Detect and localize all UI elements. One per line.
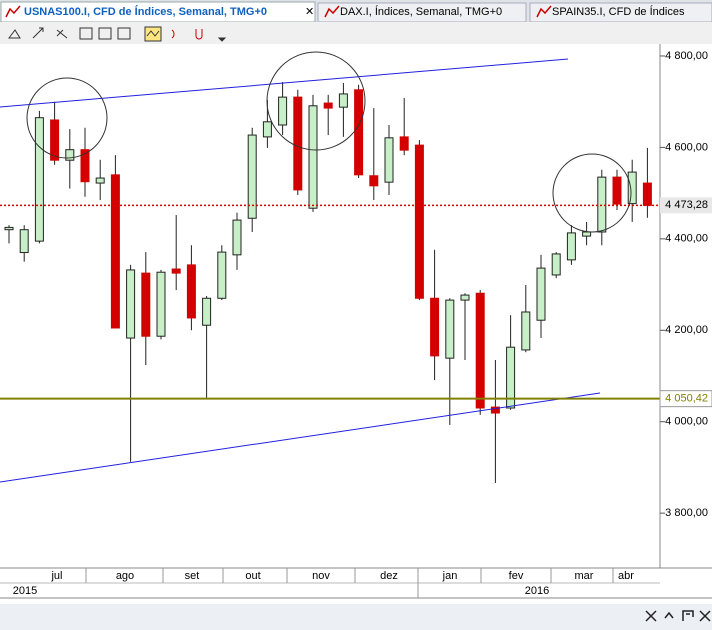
x-tick-label: mar (575, 570, 594, 582)
candle-body (323, 102, 333, 109)
x-tick-label: jul (50, 570, 62, 582)
candle-body (65, 149, 75, 161)
candle-body (126, 269, 136, 339)
candle-body (597, 176, 607, 233)
candle-body (156, 271, 166, 337)
highlight-circle (26, 77, 108, 159)
tab-icon (324, 5, 340, 18)
toolbar-icons[interactable] (8, 26, 227, 42)
candle-body (506, 346, 516, 409)
trend-line (0, 392, 601, 483)
candle-body (338, 93, 348, 108)
trend-line (0, 58, 569, 108)
highlight-circle (266, 51, 366, 151)
x-tick-label: out (245, 570, 260, 582)
year-label: 2015 (13, 585, 37, 597)
candle-body (262, 121, 272, 138)
status-bar (0, 604, 712, 630)
price-label: 4 473,28 (665, 199, 708, 211)
candle-body (80, 149, 90, 183)
tab-close[interactable]: ✕ (305, 6, 314, 18)
candle-body (414, 144, 424, 299)
x-tick-label: fev (509, 570, 524, 582)
candle-body (110, 174, 120, 329)
toolbar (0, 22, 712, 44)
candle-body (95, 177, 105, 184)
candle-body (308, 105, 318, 209)
year-label: 2016 (525, 585, 549, 597)
candle-body (34, 117, 44, 242)
tab-icon (5, 5, 21, 18)
candle-body (232, 219, 242, 256)
y-tick-label: 4 800,00 (665, 50, 708, 62)
y-tick-label: 3 800,00 (665, 507, 708, 519)
candle-body (399, 136, 409, 151)
candle-body (50, 119, 60, 161)
candle-body (19, 229, 29, 254)
candle-body (536, 267, 546, 321)
candle-body (566, 232, 576, 261)
price-label-box (660, 197, 712, 214)
y-tick-label: 4 200,00 (665, 324, 708, 336)
y-tick-label: 4 400,00 (665, 233, 708, 245)
x-tick-label: set (185, 570, 200, 582)
window-controls[interactable] (645, 610, 711, 622)
x-tick-label: jan (442, 570, 458, 582)
tab-label[interactable]: SPAIN35.I, CFD de Índices (552, 5, 685, 18)
x-tick-label: dez (380, 570, 398, 582)
candle-body (642, 182, 652, 206)
candle-body (171, 268, 181, 274)
candle-body (582, 231, 592, 237)
candle-body (521, 311, 531, 351)
candle-body (186, 264, 196, 319)
candle-body (202, 297, 212, 326)
candle-body (445, 299, 455, 359)
candle-body (293, 96, 303, 191)
candle-body (430, 297, 440, 357)
y-tick-label: 4 600,00 (665, 141, 708, 153)
candle-body (141, 272, 151, 337)
candle-body (4, 226, 14, 231)
candle-body (460, 294, 470, 301)
highlight-circle (552, 153, 632, 233)
x-tick-label: abr (618, 570, 634, 582)
candle-body (475, 292, 485, 409)
price-label-box (659, 390, 712, 408)
price-label: 4 050,42 (665, 393, 708, 405)
x-tick-label: nov (312, 570, 330, 582)
candle-body (354, 89, 364, 176)
tab-label[interactable]: USNAS100.I, CFD de Índices, Semanal, TMG… (24, 5, 267, 18)
tab-label[interactable]: DAX.I, Índices, Semanal, TMG+0 (340, 5, 502, 18)
candle-body (278, 96, 288, 126)
candle-body (247, 134, 257, 219)
candle-body (217, 251, 227, 299)
candle-body (490, 406, 500, 414)
tab-icon (536, 5, 552, 18)
y-tick-label: 4 000,00 (665, 416, 708, 428)
candle-body (384, 137, 394, 183)
candle-body (369, 175, 379, 187)
candle-body (612, 176, 622, 205)
candle-body (627, 171, 637, 205)
x-tick-label: ago (116, 570, 134, 582)
candle-body (551, 253, 561, 276)
